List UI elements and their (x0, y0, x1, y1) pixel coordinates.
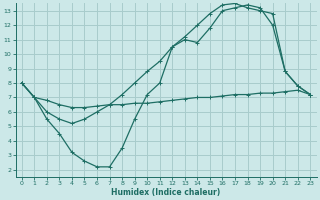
X-axis label: Humidex (Indice chaleur): Humidex (Indice chaleur) (111, 188, 221, 197)
